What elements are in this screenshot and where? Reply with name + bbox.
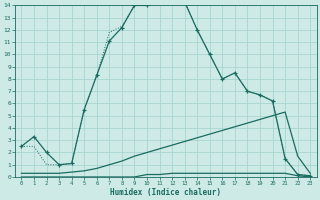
X-axis label: Humidex (Indice chaleur): Humidex (Indice chaleur) bbox=[110, 188, 221, 197]
